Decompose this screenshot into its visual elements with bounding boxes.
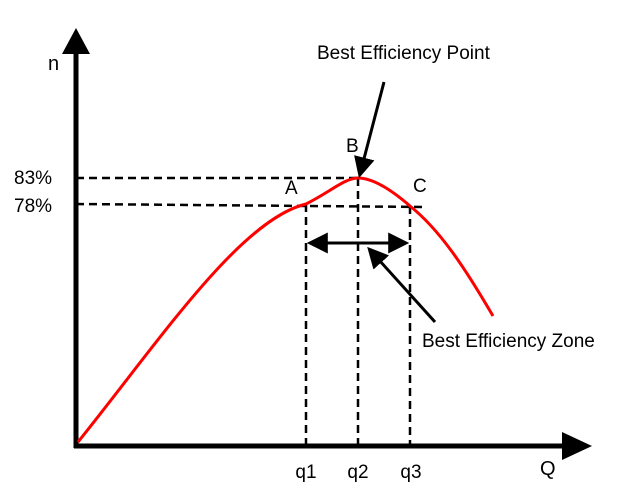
efficiency-curve [76, 176, 495, 443]
x-axis-label: Q [540, 458, 556, 480]
best-efficiency-point-label: Best Efficiency Point [317, 43, 491, 64]
point-label-b: B [346, 136, 359, 157]
y-tick-label-83: 83% [14, 168, 52, 189]
guide-line-78 [75, 202, 427, 209]
x-tick-label-q1: q1 [295, 462, 316, 483]
y-axis-label: n [48, 53, 59, 75]
point-label-a: A [285, 178, 298, 199]
x-axis-arrowhead [562, 432, 592, 460]
point-label-c: C [413, 176, 427, 197]
best-point-pointer [354, 81, 386, 179]
x-tick-label-q3: q3 [400, 462, 421, 483]
best-efficiency-zone-label: Best Efficiency Zone [422, 331, 595, 352]
y-tick-label-78: 78% [14, 196, 52, 217]
y-axis-arrowhead [62, 28, 90, 54]
best-zone-pointer [367, 246, 437, 324]
x-tick-label-q2: q2 [347, 462, 368, 483]
